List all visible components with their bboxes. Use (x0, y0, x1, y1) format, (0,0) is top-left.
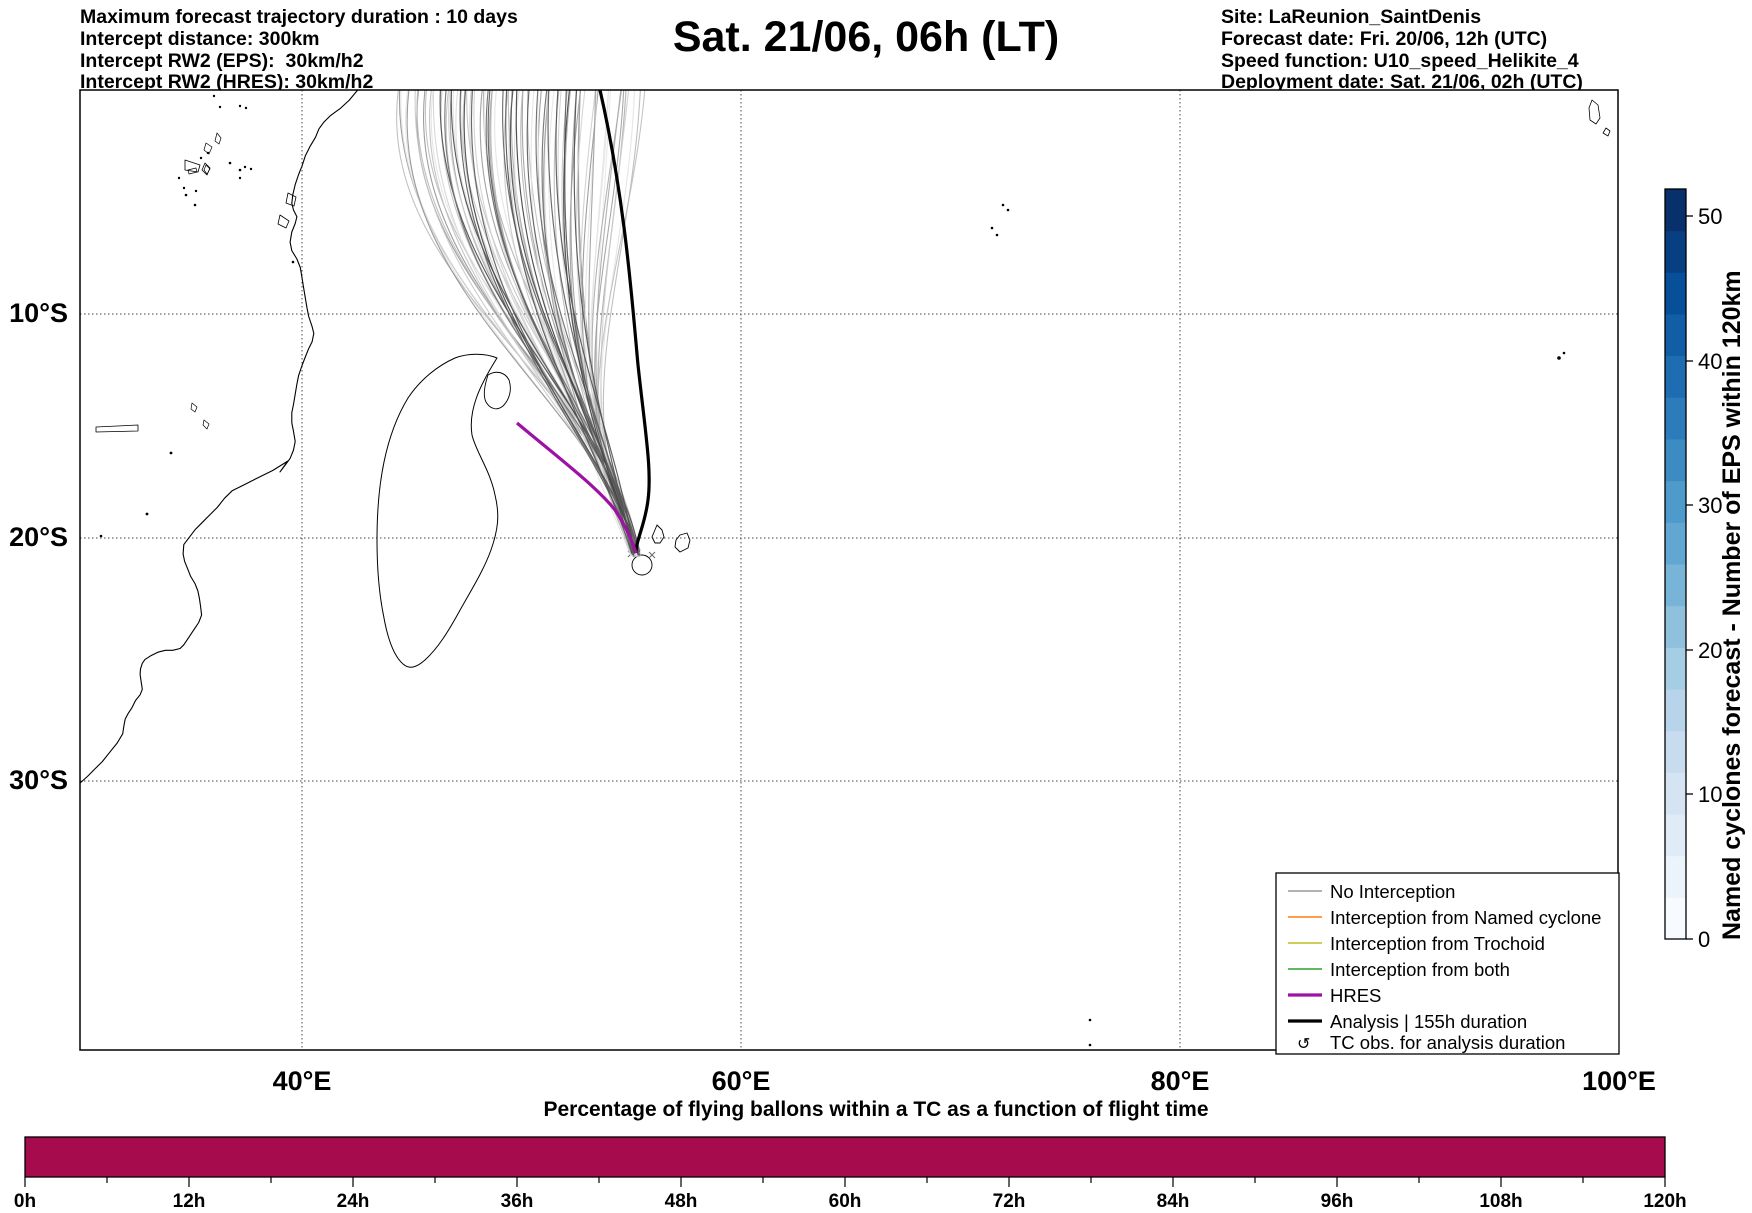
svg-text:12h: 12h (173, 1191, 206, 1212)
svg-text:72h: 72h (993, 1191, 1026, 1212)
svg-text:84h: 84h (1157, 1191, 1190, 1212)
svg-text:0h: 0h (14, 1191, 36, 1212)
svg-text:36h: 36h (501, 1191, 534, 1212)
svg-text:60h: 60h (829, 1191, 862, 1212)
svg-text:48h: 48h (665, 1191, 698, 1212)
svg-text:24h: 24h (337, 1191, 370, 1212)
svg-text:120h: 120h (1643, 1191, 1686, 1212)
svg-text:108h: 108h (1479, 1191, 1522, 1212)
svg-text:96h: 96h (1321, 1191, 1354, 1212)
